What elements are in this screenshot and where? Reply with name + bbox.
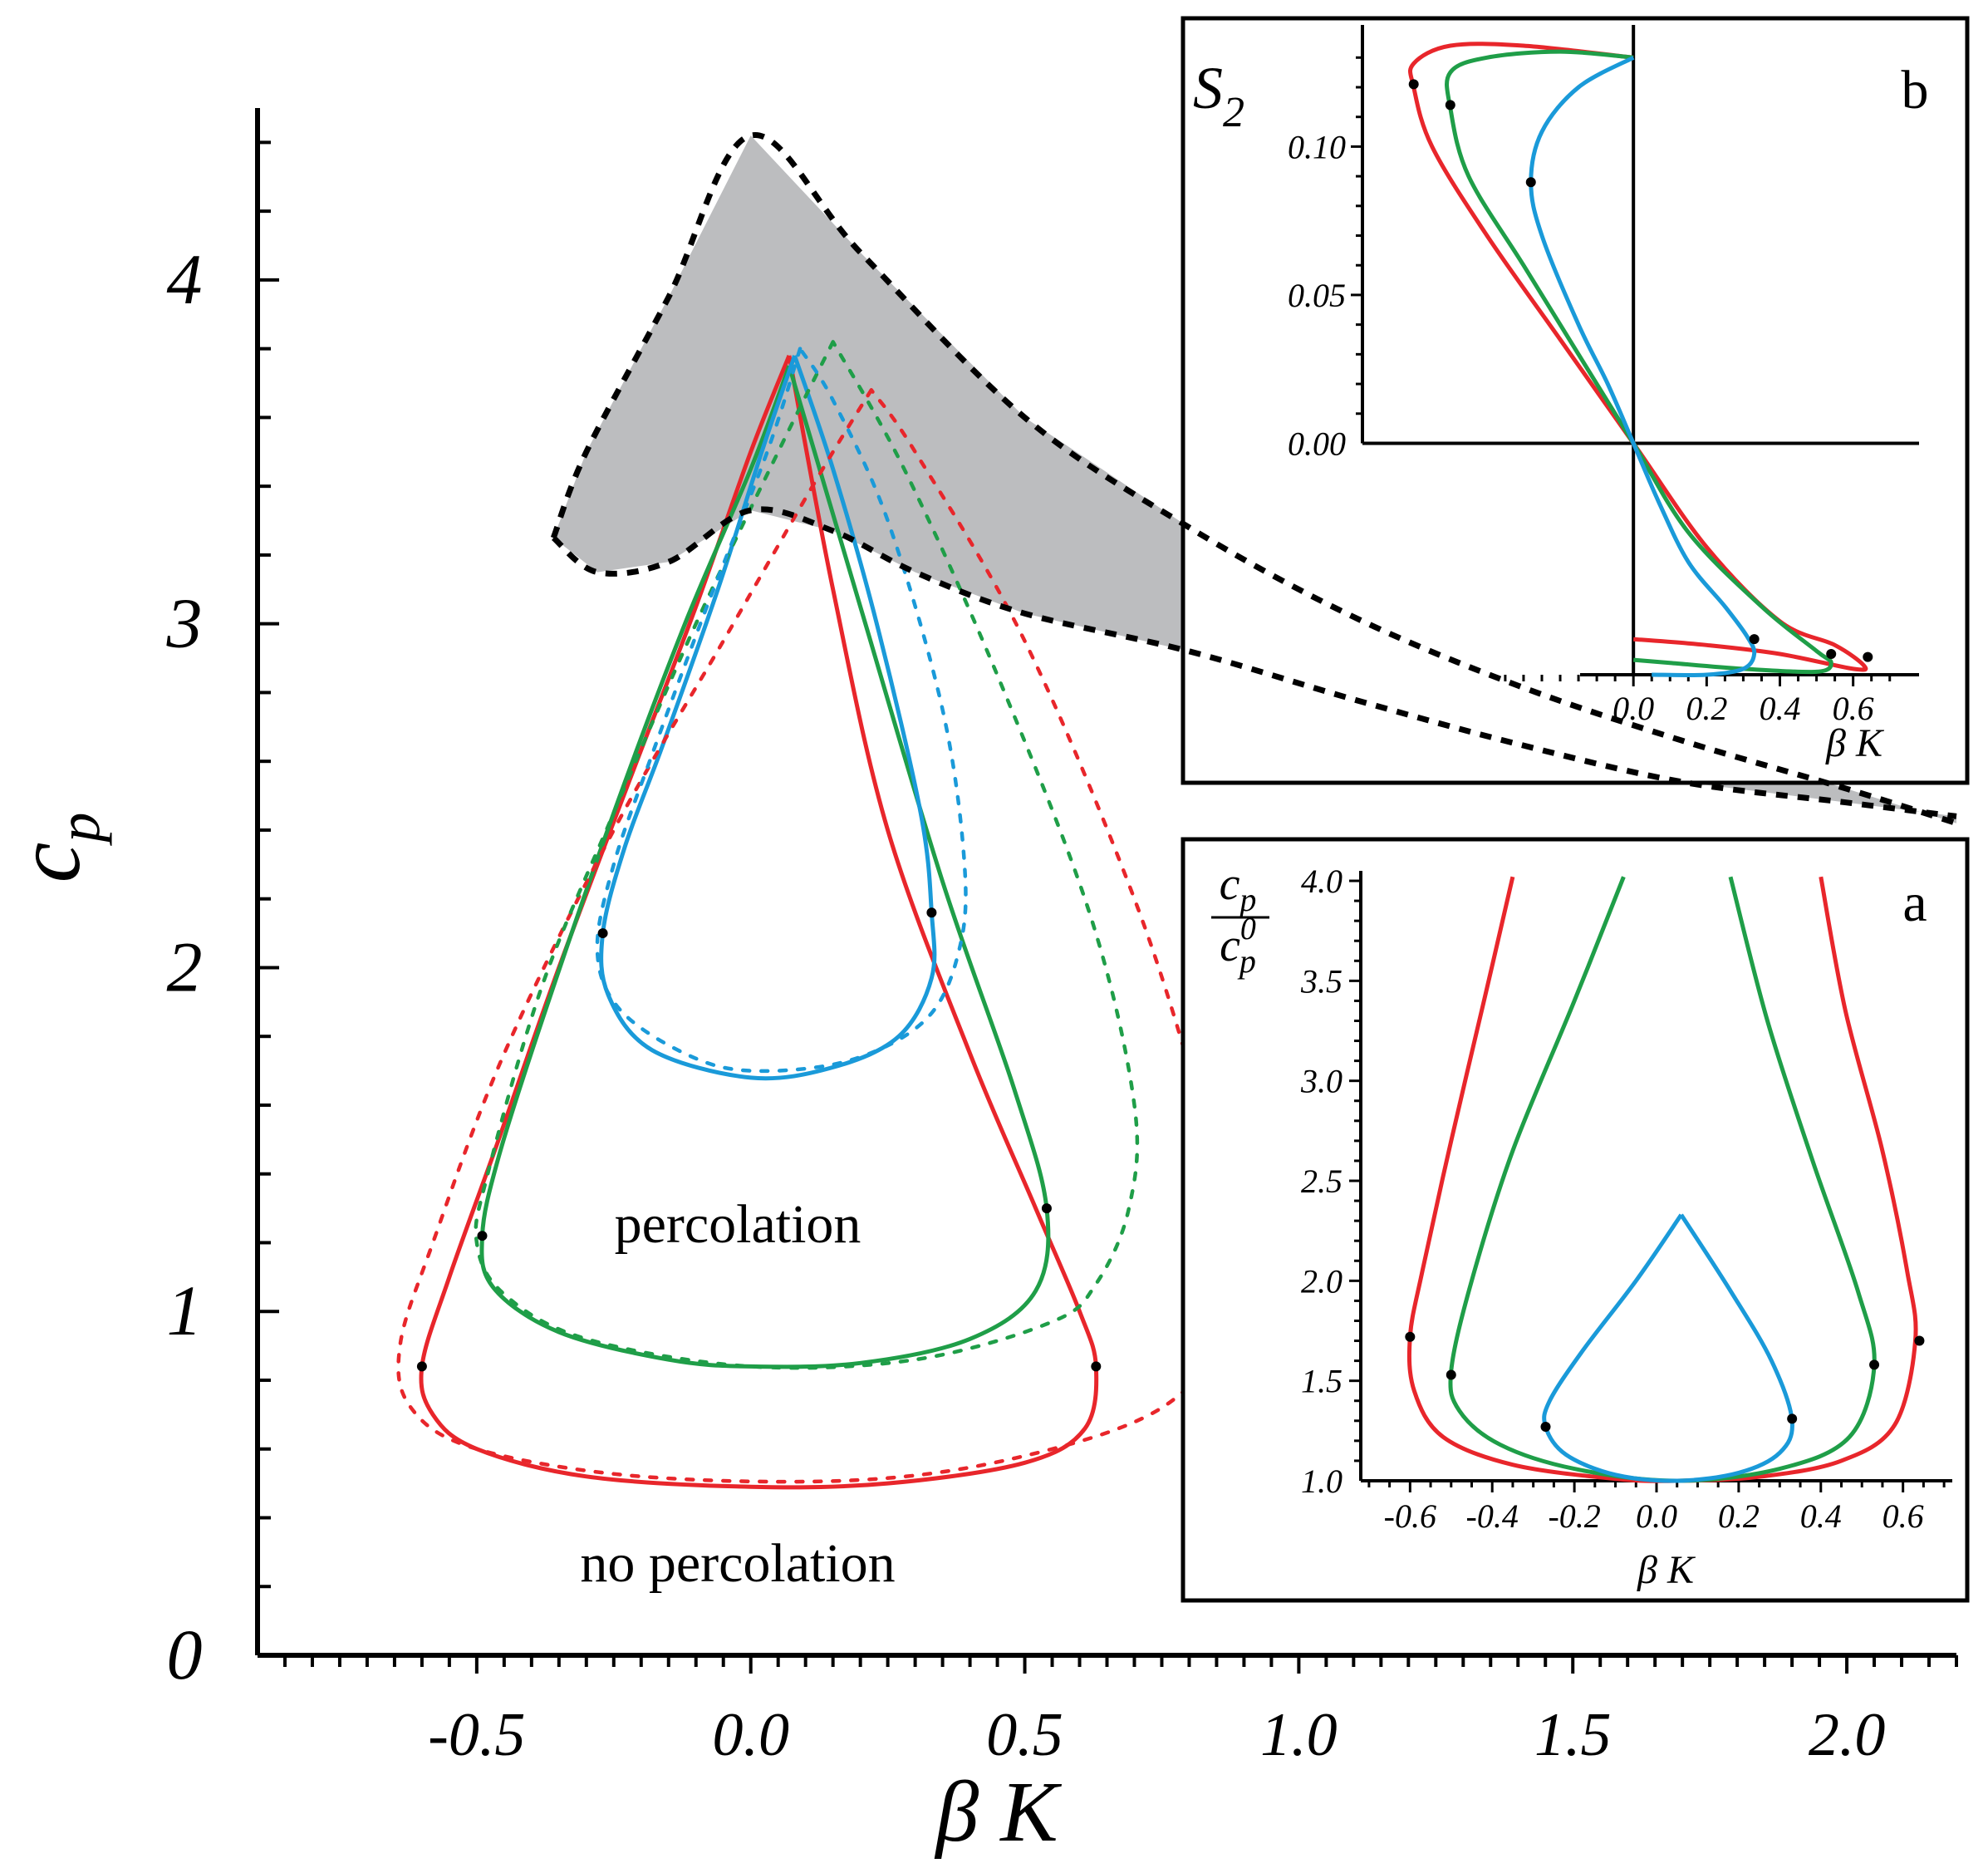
inset-b-x-tick-label: 0.6 (1833, 690, 1874, 727)
main-y-axis-title-main: c (0, 843, 99, 883)
inset-a-y-axis-title-denominator: c0 p (1220, 912, 1256, 980)
marker-blue-2 (926, 907, 937, 918)
main-markers-layer (416, 907, 1102, 1372)
inset-a-series-blue (1542, 1213, 1794, 1483)
inset-b-x-axis-title: β K (1825, 721, 1885, 765)
inset-a-marker-2 (1446, 1369, 1456, 1380)
inset-a-y-tick-label: 2.0 (1301, 1262, 1343, 1300)
marker-blue-1 (597, 928, 608, 939)
main-x-tick-label: 1.5 (1534, 1701, 1612, 1769)
inset-a-marker-6 (1914, 1335, 1925, 1346)
inset-b-y-axis-title-main: S (1193, 55, 1223, 121)
main-y-tick-label: 4 (167, 239, 203, 319)
main-x-tick-label: -0.5 (428, 1701, 525, 1769)
inset-a-x-tick-label: 0.4 (1800, 1497, 1842, 1535)
series-red-dotted (396, 388, 1239, 1484)
inset-a-x-tick-label: -0.4 (1466, 1497, 1519, 1535)
marker-red-2 (1091, 1361, 1102, 1372)
main-y-tick-label: 0 (167, 1615, 203, 1694)
inset-a-series-layer (1406, 876, 1918, 1483)
inset-a-markers-layer (1405, 1331, 1925, 1433)
inset-a-panel-label: a (1902, 873, 1927, 933)
inset-b-series-layer (1408, 42, 1868, 678)
inset-a-y-axis-title: cp c0 p (1211, 858, 1269, 980)
inset-b-y-tick-label: 0.05 (1288, 277, 1346, 314)
inset-b-markers-layer (1408, 79, 1873, 662)
marker-red-1 (416, 1361, 427, 1372)
main-series-layer (396, 340, 1239, 1490)
inset-a-x-tick-label: -0.6 (1384, 1497, 1436, 1535)
inset-a-ylabel-den-sup: 0 (1240, 912, 1256, 946)
inset-a-y-tick-label: 4.0 (1301, 863, 1343, 900)
marker-green-1 (477, 1231, 488, 1241)
inset-a-marker-3 (1540, 1422, 1551, 1433)
series-blue-dotted (595, 347, 968, 1074)
inset-a-x-axis-title: β K (1637, 1548, 1696, 1592)
inset-a-x-tick-label: -0.2 (1548, 1497, 1600, 1535)
marker-green-2 (1041, 1203, 1052, 1214)
inset-b-y-tick-label: 0.00 (1288, 425, 1346, 462)
series-blue-solid (599, 355, 937, 1081)
inset-b-marker-6 (1863, 651, 1873, 662)
inset-b-marker-2 (1445, 100, 1455, 111)
inset-b-y-axis-title-sub: 2 (1223, 89, 1244, 136)
inset-a-marker-5 (1869, 1359, 1880, 1370)
main-axes-layer: -0.5 0.0 0.5 1.0 1.5 2.0 0 1 2 3 4 (166, 108, 1958, 1769)
inset-b-y-tick-label: 0.10 (1288, 128, 1346, 165)
inset-b-marker-4 (1749, 634, 1760, 645)
inset-a-chart: -0.6 -0.4 -0.2 0.0 0.2 0.4 0.6 1.0 1.5 2.0 2.5 3.0 3… (1181, 837, 1970, 1603)
shaded-boundary-upper (550, 132, 1958, 827)
main-x-tick-label: 0.5 (986, 1701, 1063, 1769)
inset-b-series-blue (1529, 56, 1757, 678)
inset-a-x-tick-label: 0.2 (1718, 1497, 1760, 1535)
inset-b-panel-label: b (1902, 60, 1929, 120)
shaded-boundary-layer (550, 132, 1958, 827)
inset-b-marker-1 (1408, 79, 1419, 90)
main-y-axis-title-sub: p (46, 813, 112, 847)
inset-a-marker-1 (1405, 1331, 1416, 1342)
inset-a-axes-layer: -0.6 -0.4 -0.2 0.0 0.2 0.4 0.6 1.0 1.5 2.0 2.5 3.0 3… (1300, 863, 1952, 1535)
inset-a-y-tick-label: 1.0 (1301, 1463, 1343, 1500)
inset-b-chart: 0.000.050.100.0 0.2 0.4 0.6 b β K S2 (1181, 16, 1970, 785)
inset-b-x-tick-label: 0.4 (1760, 690, 1801, 727)
main-x-tick-label: 1.0 (1260, 1701, 1338, 1769)
inset-a-ylabel-den-sub: p (1237, 942, 1256, 980)
series-green-solid (479, 365, 1051, 1369)
inset-a-ylabel-num-main: c (1220, 858, 1240, 910)
inset-a-y-tick-label: 3.5 (1300, 962, 1343, 1000)
annotation-no-percolation: no percolation (580, 1533, 895, 1594)
series-red-solid (419, 354, 1099, 1490)
main-y-axis-title: cp (0, 813, 112, 883)
main-chart: -0.5 0.0 0.5 1.0 1.5 2.0 0 1 2 3 4 percolation no … (0, 108, 1958, 1860)
inset-b-marker-5 (1826, 649, 1837, 660)
inset-a-x-tick-label: 0.0 (1636, 1497, 1677, 1535)
inset-a-ylabel-num-sub: p (1237, 881, 1256, 918)
inset-a-ylabel-den-main: c (1220, 920, 1240, 971)
inset-b-y-axis-title: S2 (1193, 55, 1244, 136)
inset-b-marker-3 (1525, 177, 1536, 188)
main-y-tick-label: 3 (166, 583, 203, 663)
inset-a-x-tick-label: 0.6 (1882, 1497, 1924, 1535)
main-y-tick-label: 2 (167, 927, 203, 1006)
inset-a-y-axis-title-numerator: cp (1220, 858, 1257, 918)
inset-a-y-tick-label: 1.5 (1301, 1363, 1343, 1400)
inset-a-y-tick-label: 2.5 (1301, 1163, 1343, 1200)
main-y-tick-label: 1 (167, 1271, 203, 1350)
shaded-region-layer (553, 135, 1957, 823)
main-x-tick-label: 2.0 (1809, 1701, 1886, 1769)
inset-a-marker-4 (1787, 1413, 1798, 1424)
inset-a-y-tick-label: 3.0 (1300, 1063, 1343, 1100)
main-x-tick-label: 0.0 (712, 1701, 789, 1769)
inset-b-x-tick-label: 0.2 (1686, 690, 1727, 727)
main-x-axis-title: β K (934, 1764, 1062, 1860)
shaded-boundary-lower (551, 506, 1957, 819)
annotation-percolation: percolation (615, 1194, 861, 1255)
inset-b-frame (1181, 16, 1970, 785)
shaded-region (553, 135, 1957, 823)
